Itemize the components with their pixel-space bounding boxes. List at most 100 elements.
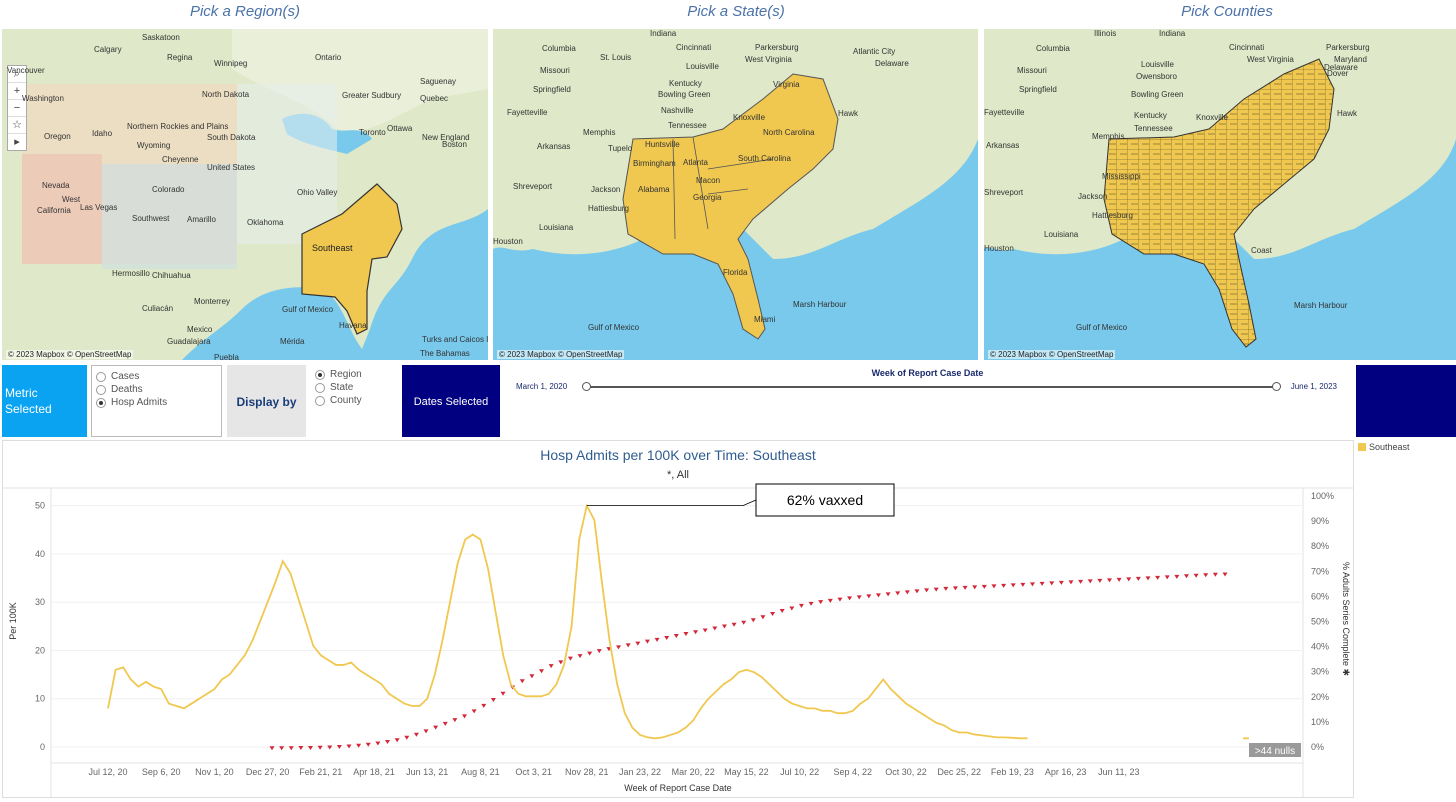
radio-option[interactable]: State [315, 381, 395, 394]
vax-marker[interactable] [548, 664, 554, 669]
radio-button-icon[interactable] [315, 382, 325, 393]
vax-marker[interactable] [1049, 581, 1055, 586]
vax-marker[interactable] [558, 660, 564, 665]
vax-marker[interactable] [327, 745, 333, 750]
vax-marker[interactable] [1212, 572, 1218, 577]
vax-marker[interactable] [413, 732, 419, 737]
vax-marker[interactable] [644, 639, 650, 644]
vax-marker[interactable] [375, 741, 381, 746]
vax-marker[interactable] [1155, 575, 1161, 580]
vax-marker[interactable] [423, 729, 429, 734]
vax-marker[interactable] [962, 585, 968, 590]
vax-marker[interactable] [298, 745, 304, 750]
vax-marker[interactable] [490, 698, 496, 703]
vax-marker[interactable] [1078, 579, 1084, 584]
vax-marker[interactable] [952, 586, 958, 591]
vax-marker[interactable] [308, 745, 314, 750]
vax-marker[interactable] [693, 630, 699, 635]
hosp-admits-chart[interactable]: Hosp Admits per 100K over Time: Southeas… [3, 441, 1353, 797]
vax-marker[interactable] [1183, 574, 1189, 579]
vax-marker[interactable] [279, 746, 285, 751]
vax-marker[interactable] [1222, 572, 1228, 577]
state-map-canvas[interactable] [493, 29, 978, 360]
radio-option[interactable]: County [315, 394, 395, 407]
radio-option[interactable]: Region [315, 368, 395, 381]
vax-marker[interactable] [760, 615, 766, 620]
chart-panel[interactable]: Hosp Admits per 100K over Time: Southeas… [2, 440, 1354, 798]
vax-marker[interactable] [1203, 573, 1209, 578]
vax-marker[interactable] [452, 718, 458, 723]
vax-marker[interactable] [721, 624, 727, 629]
vax-marker[interactable] [972, 585, 978, 590]
vax-marker[interactable] [866, 594, 872, 599]
county-map-canvas[interactable] [984, 29, 1456, 360]
vax-marker[interactable] [875, 593, 881, 598]
vax-marker[interactable] [625, 643, 631, 648]
vax-marker[interactable] [462, 714, 468, 719]
vax-marker[interactable] [827, 598, 833, 603]
date-range-slider[interactable]: Week of Report Case Date March 1, 2020 J… [500, 365, 1355, 437]
zoom-out-icon[interactable]: − [8, 100, 26, 117]
vax-marker[interactable] [269, 746, 275, 751]
vax-marker[interactable] [1174, 574, 1180, 579]
vax-marker[interactable] [1068, 580, 1074, 585]
vax-marker[interactable] [943, 586, 949, 591]
pin-icon[interactable]: ☆ [8, 117, 26, 134]
vax-marker[interactable] [731, 622, 737, 627]
vax-marker[interactable] [356, 743, 362, 748]
vax-marker[interactable] [596, 649, 602, 654]
search-icon[interactable]: ⌕ [8, 66, 26, 83]
radio-option[interactable]: Hosp Admits [96, 396, 221, 409]
vaccination-series[interactable] [269, 572, 1228, 751]
radio-button-icon[interactable] [315, 395, 325, 406]
vax-marker[interactable] [1193, 573, 1199, 578]
radio-button-icon[interactable] [315, 369, 325, 380]
expand-arrow-icon[interactable]: ▸ [14, 136, 20, 148]
vax-marker[interactable] [991, 584, 997, 589]
region-map-canvas[interactable] [2, 29, 488, 360]
vax-marker[interactable] [798, 603, 804, 608]
radio-button-icon[interactable] [96, 371, 106, 382]
vax-marker[interactable] [741, 620, 747, 625]
vax-marker[interactable] [519, 679, 525, 684]
map-attribution[interactable]: © 2023 Mapbox © OpenStreetMap [6, 350, 134, 359]
southeast-region-shape[interactable] [301, 183, 403, 335]
vax-marker[interactable] [481, 703, 487, 708]
vax-marker[interactable] [789, 606, 795, 611]
vax-marker[interactable] [904, 590, 910, 595]
vax-marker[interactable] [1029, 582, 1035, 587]
vax-marker[interactable] [365, 742, 371, 747]
hosp-admits-series[interactable] [107, 503, 1249, 740]
map-toolbar[interactable]: ⌕ + − ☆ ▸ [7, 65, 27, 151]
display-radio-group[interactable]: Region State County [315, 368, 395, 407]
vax-marker[interactable] [442, 721, 448, 726]
vax-marker[interactable] [500, 691, 506, 696]
vax-marker[interactable] [837, 597, 843, 602]
vax-marker[interactable] [1058, 580, 1064, 585]
vax-marker[interactable] [539, 669, 545, 674]
vax-marker[interactable] [808, 601, 814, 606]
map-attribution[interactable]: © 2023 Mapbox © OpenStreetMap [497, 350, 625, 359]
vax-marker[interactable] [529, 674, 535, 679]
vax-marker[interactable] [394, 738, 400, 743]
vax-marker[interactable] [818, 600, 824, 605]
vax-marker[interactable] [673, 634, 679, 639]
vax-marker[interactable] [779, 608, 785, 613]
vax-marker[interactable] [1097, 578, 1103, 583]
vax-marker[interactable] [404, 735, 410, 740]
vax-marker[interactable] [654, 637, 660, 642]
vax-marker[interactable] [1145, 576, 1151, 581]
vax-marker[interactable] [981, 584, 987, 589]
nulls-badge[interactable] [1249, 743, 1301, 757]
vax-marker[interactable] [770, 611, 776, 616]
region-map[interactable]: ⌕ + − ☆ ▸ Southeast Saskatoon Calgary Regi… [2, 29, 488, 360]
vax-marker[interactable] [885, 592, 891, 597]
vax-marker[interactable] [616, 645, 622, 650]
metric-options[interactable]: Cases Deaths Hosp Admits [92, 366, 221, 409]
vax-marker[interactable] [385, 739, 391, 744]
vax-marker[interactable] [924, 588, 930, 593]
vax-marker[interactable] [336, 744, 342, 749]
vax-marker[interactable] [847, 596, 853, 601]
vax-marker[interactable] [471, 709, 477, 714]
radio-option[interactable]: Deaths [96, 383, 221, 396]
